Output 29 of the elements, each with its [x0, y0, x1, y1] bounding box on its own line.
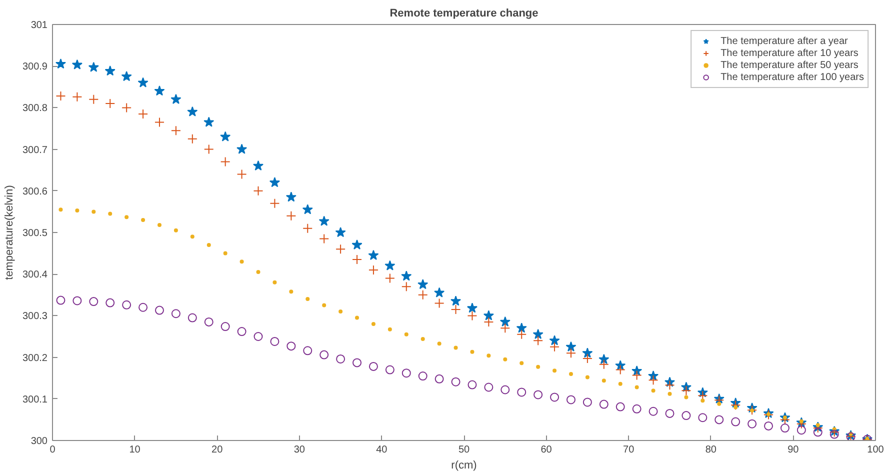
legend-label: The temperature after a year — [720, 35, 848, 47]
y-tick-label: 300.4 — [22, 270, 48, 281]
y-tick-label: 300.2 — [22, 352, 48, 364]
y-tick-label: 300.6 — [22, 186, 48, 198]
y-tick-label: 300.3 — [22, 311, 48, 322]
x-tick-label: 100 — [867, 444, 884, 456]
y-tick-label: 301 — [30, 20, 48, 31]
x-tick-label: 60 — [540, 444, 552, 456]
legend-label: The temperature after 10 years — [720, 47, 858, 59]
y-axis-title: temperature(kelvin) — [3, 185, 16, 280]
x-tick-label: 90 — [788, 444, 800, 456]
x-tick-label: 40 — [376, 444, 388, 456]
x-axis-title: r(cm) — [451, 460, 477, 472]
legend-label: The temperature after 100 years — [720, 71, 864, 83]
chart-title: Remote temperature change — [390, 8, 538, 20]
y-tick-label: 300 — [30, 436, 48, 447]
y-tick-label: 300.5 — [22, 228, 48, 239]
x-tick-label: 80 — [705, 444, 717, 456]
x-tick-label: 0 — [50, 444, 56, 456]
x-tick-label: 30 — [294, 444, 306, 456]
legend-label: The temperature after 50 years — [720, 59, 858, 71]
y-tick-label: 300.1 — [22, 394, 48, 406]
x-tick-label: 10 — [129, 444, 141, 456]
y-tick-label: 300.8 — [22, 103, 48, 114]
x-tick-label: 50 — [458, 444, 470, 456]
x-tick-label: 20 — [212, 444, 224, 456]
x-tick-label: 70 — [623, 444, 635, 456]
y-tick-label: 300.9 — [22, 62, 48, 73]
y-tick-label: 300.7 — [22, 144, 48, 156]
